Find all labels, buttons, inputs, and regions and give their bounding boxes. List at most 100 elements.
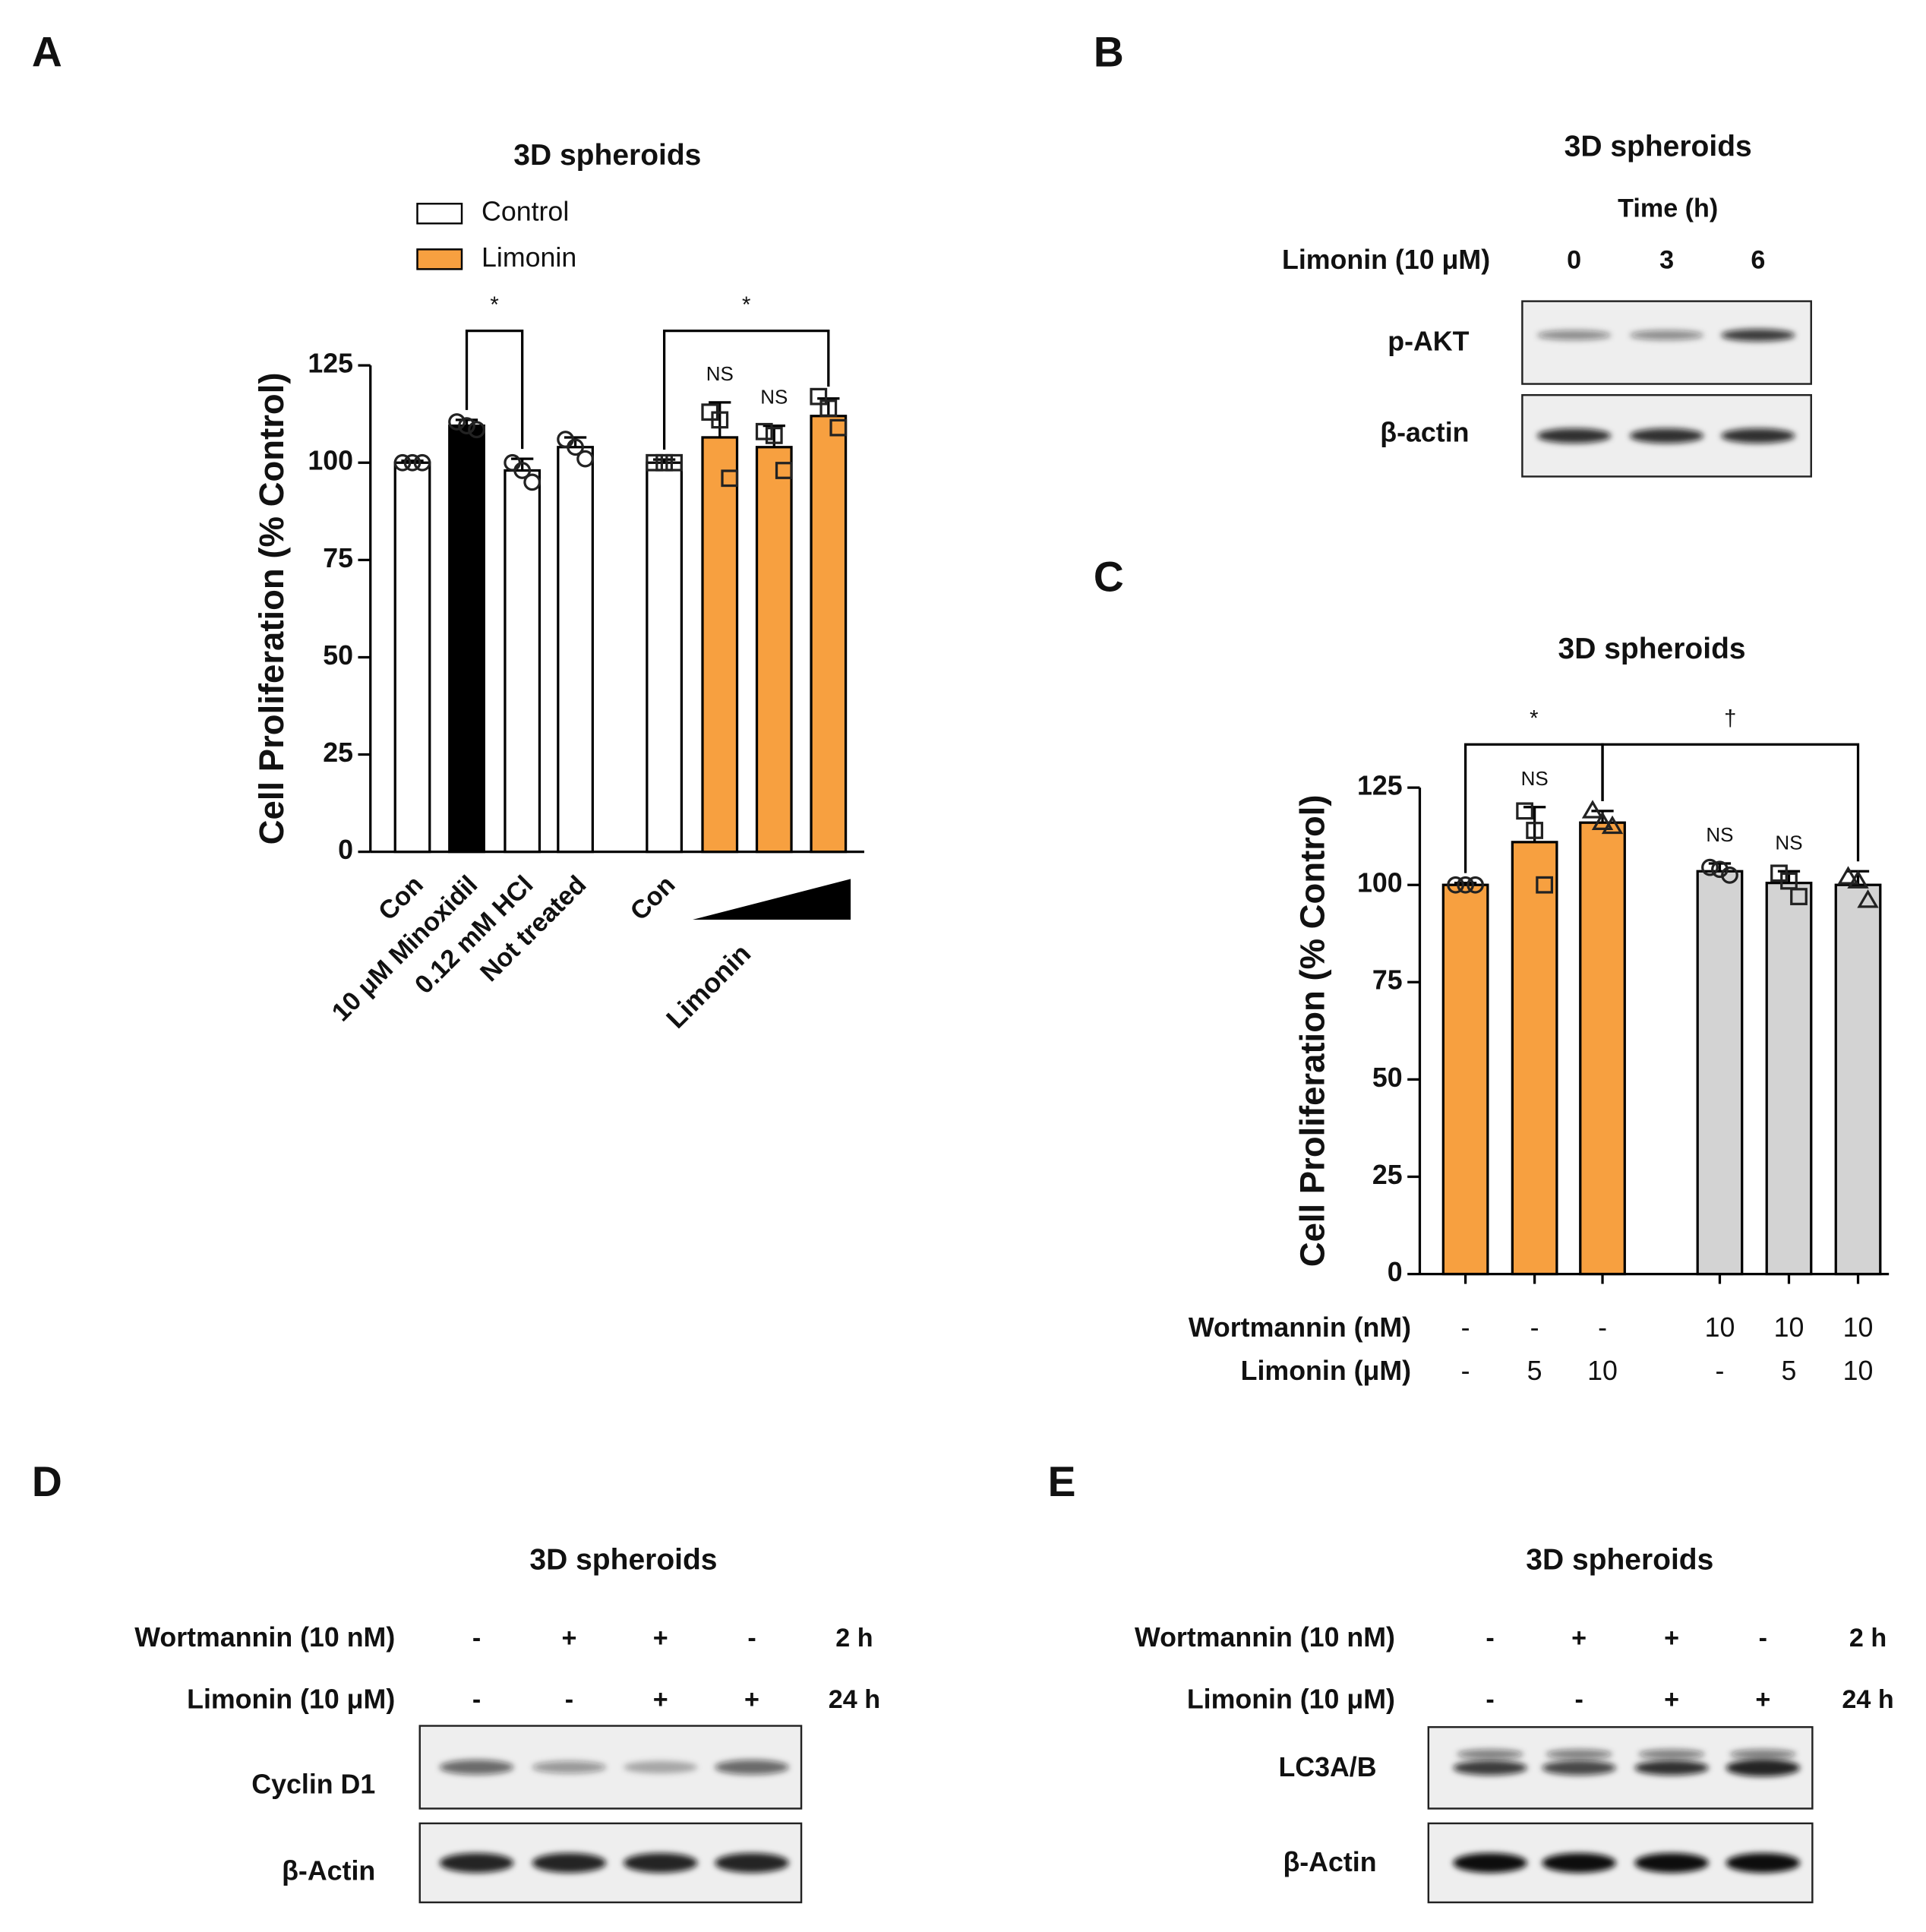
blot-subtitle: Time (h) xyxy=(1618,194,1718,223)
y-tick-label: 100 xyxy=(1357,868,1403,898)
y-axis-label: Cell Proliferation (% Control) xyxy=(1293,794,1331,1267)
chart-title: 3D spheroids xyxy=(1558,633,1746,665)
data-point xyxy=(721,469,739,488)
bar xyxy=(646,461,683,854)
y-axis-label: Cell Proliferation (% Control) xyxy=(252,372,291,844)
row-value: - xyxy=(1530,1312,1539,1343)
significance-bracket xyxy=(1601,743,1860,862)
data-point xyxy=(1526,822,1544,839)
row-label: Wortmannin (10 nM) xyxy=(134,1622,395,1653)
blot-band xyxy=(1721,428,1795,444)
blot-band xyxy=(1536,330,1612,340)
ns-label: NS xyxy=(1521,767,1549,790)
y-tick-label: 50 xyxy=(323,640,353,671)
blot-membrane xyxy=(1521,300,1812,385)
y-tick-label: 75 xyxy=(323,543,353,573)
row-value: 5 xyxy=(1782,1356,1797,1386)
lane-label: + xyxy=(1664,1685,1679,1714)
blot-band xyxy=(1629,428,1704,444)
blot-band xyxy=(1536,428,1612,444)
significance-label: † xyxy=(1724,706,1736,731)
group-label: Limonin xyxy=(661,938,757,1034)
panel-label: B xyxy=(1094,29,1124,76)
error-bar xyxy=(709,401,731,437)
significance-bracket xyxy=(662,330,830,450)
lane-label: - xyxy=(1486,1624,1494,1653)
blot-band xyxy=(1453,1760,1527,1776)
row-label: Limonin (μM) xyxy=(1241,1356,1411,1386)
data-point xyxy=(1847,870,1869,889)
blot-band xyxy=(623,1852,698,1873)
row-value: - xyxy=(1598,1312,1607,1343)
lane-label: + xyxy=(744,1685,759,1714)
bar xyxy=(1834,883,1882,1276)
y-tick-label: 0 xyxy=(1388,1257,1403,1287)
panel-label: D xyxy=(32,1458,62,1505)
row-value: - xyxy=(1716,1356,1725,1386)
data-point xyxy=(393,453,412,472)
band-label: p-AKT xyxy=(1388,326,1469,356)
lane-label: - xyxy=(747,1624,756,1653)
row-label: Wortmannin (10 nM) xyxy=(1135,1622,1395,1653)
ns-label: NS xyxy=(760,386,788,409)
error-bar xyxy=(455,418,478,426)
error-bar xyxy=(1523,806,1546,842)
data-point xyxy=(1516,802,1534,820)
data-point xyxy=(1457,876,1474,894)
blot-band xyxy=(1721,329,1795,342)
y-tick-label: 125 xyxy=(308,349,353,379)
data-point xyxy=(1780,872,1798,890)
data-point xyxy=(1467,876,1484,894)
row-label: Limonin (10 μM) xyxy=(1187,1684,1395,1714)
blot-band xyxy=(1726,1852,1801,1873)
data-point xyxy=(1581,800,1604,819)
lane-label: + xyxy=(1755,1685,1770,1714)
error-bar xyxy=(511,457,534,471)
row-value: 10 xyxy=(1587,1356,1618,1386)
blot-band xyxy=(1629,330,1704,340)
y-tick-label: 125 xyxy=(1357,771,1403,801)
data-point xyxy=(1701,858,1719,876)
blot-band xyxy=(1638,1749,1705,1760)
blot-band xyxy=(439,1852,514,1873)
row-value: 10 xyxy=(1843,1356,1874,1386)
data-point xyxy=(655,453,673,472)
data-point xyxy=(448,413,466,431)
data-point xyxy=(1790,888,1808,905)
band-label: β-actin xyxy=(1380,418,1469,448)
ns-label: NS xyxy=(706,362,734,385)
legend-swatch xyxy=(416,248,463,270)
y-tick-label: 75 xyxy=(1372,965,1403,996)
lane-label: + xyxy=(653,1624,668,1653)
data-point xyxy=(576,450,594,468)
blot-band xyxy=(1542,1760,1616,1776)
panel-label: A xyxy=(32,29,62,76)
data-point xyxy=(711,411,729,429)
data-point xyxy=(646,453,663,472)
data-point xyxy=(1447,876,1464,894)
bar xyxy=(1696,870,1744,1276)
blot-title: 3D spheroids xyxy=(529,1544,717,1577)
bar xyxy=(448,424,485,854)
blot-band xyxy=(439,1760,514,1775)
blot-band xyxy=(1542,1852,1616,1873)
row-value: 10 xyxy=(1705,1312,1735,1343)
panel-label: C xyxy=(1094,554,1124,601)
row-value: 10 xyxy=(1774,1312,1804,1343)
ns-label: NS xyxy=(1775,831,1802,854)
blot-band xyxy=(1634,1852,1709,1873)
lane-label: - xyxy=(1574,1685,1583,1714)
time-label: 2 h xyxy=(835,1624,873,1653)
row-label: Limonin (10 μM) xyxy=(1282,245,1490,275)
lane-label: + xyxy=(1664,1624,1679,1653)
bar xyxy=(1765,882,1813,1276)
bar xyxy=(810,415,848,854)
band-label: β-Actin xyxy=(1283,1847,1376,1877)
y-tick-label: 100 xyxy=(308,446,353,476)
data-point xyxy=(1857,889,1879,908)
lane-label: + xyxy=(561,1624,576,1653)
data-point xyxy=(1601,815,1624,835)
data-point xyxy=(819,399,838,417)
